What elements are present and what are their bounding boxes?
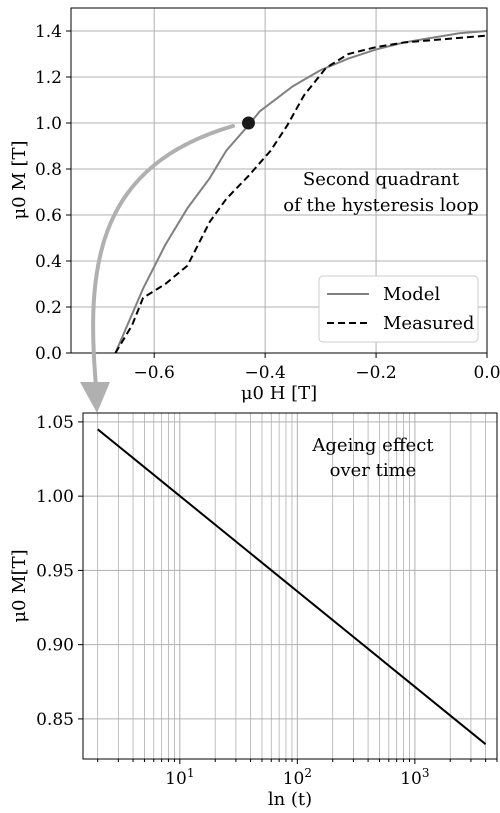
bottom-x-tick-label: 101: [165, 766, 194, 789]
top-y-tick-label: 0.4: [35, 252, 62, 272]
bottom-y-tick-label: 1.00: [36, 487, 74, 507]
bottom-y-axis-label: μ0 M[T]: [9, 549, 30, 622]
bottom-chart: 101 102 103 0.85 0.90 0.95 1.00 1.05 ln (t) μ0…: [9, 412, 498, 810]
bottom-x-ticks: 101 102 103: [97, 759, 498, 789]
top-y-axis-label: μ0 M [T]: [9, 140, 30, 219]
top-x-tick-label: −0.6: [134, 363, 175, 383]
bottom-x-tick-label: 103: [400, 766, 429, 789]
top-x-tick-label: −0.2: [355, 363, 396, 383]
top-chart: −0.6 −0.4 −0.2 0.0 0.0 0.2 0.4 0.6 0.8 1.0 1.2 1.4…: [9, 7, 500, 404]
bottom-annotation-line-2: over time: [330, 460, 417, 481]
series-line-model: [114, 30, 487, 353]
top-x-axis-label: μ0 H [T]: [241, 383, 317, 404]
bottom-annotation: Ageing effect over time: [311, 435, 434, 481]
top-axes-frame: [70, 7, 488, 354]
top-y-tick-label: 1.4: [35, 22, 62, 42]
series-line-measured: [114, 34, 487, 353]
top-annotation: Second quadrant of the hysteresis loop: [283, 169, 478, 216]
top-x-tick-label: 0.0: [473, 363, 500, 383]
top-y-tick-label: 0.6: [35, 206, 62, 226]
marker-point: [241, 116, 255, 130]
legend: Model Measured: [318, 275, 479, 343]
legend-box: [318, 275, 479, 343]
top-y-tick-label: 1.0: [35, 114, 62, 134]
connector-arrow: [80, 124, 235, 413]
top-y-tick-label: 0.2: [35, 298, 62, 318]
bottom-plot-area: [97, 428, 487, 745]
top-y-ticks: 0.0 0.2 0.4 0.6 0.8 1.0 1.2 1.4: [35, 22, 71, 364]
top-plot-area: [114, 30, 487, 353]
bottom-x-axis-label: ln (t): [268, 789, 312, 810]
top-y-tick-label: 0.0: [35, 344, 62, 364]
connector-arrow-shaft: [91, 124, 235, 388]
bottom-y-tick-label: 0.90: [36, 636, 74, 656]
bottom-y-ticks: 0.85 0.90 0.95 1.00 1.05: [36, 413, 83, 730]
series-line-ageing: [97, 428, 487, 745]
legend-label-model: Model: [383, 284, 440, 305]
bottom-axes-frame: [82, 412, 498, 760]
connector-arrow-head: [80, 382, 110, 413]
top-x-ticks: −0.6 −0.4 −0.2 0.0: [134, 353, 500, 383]
legend-label-measured: Measured: [383, 313, 474, 334]
bottom-y-tick-label: 0.85: [36, 710, 74, 730]
top-y-tick-label: 1.2: [35, 68, 62, 88]
bottom-grid: [83, 413, 498, 759]
bottom-x-tick-label: 102: [283, 766, 312, 789]
top-x-tick-label: −0.4: [244, 363, 285, 383]
bottom-y-tick-label: 1.05: [36, 413, 74, 433]
top-annotation-line-2: of the hysteresis loop: [283, 195, 478, 216]
top-annotation-line-1: Second quadrant: [303, 169, 460, 190]
top-y-tick-label: 0.8: [35, 160, 62, 180]
bottom-y-tick-label: 0.95: [36, 561, 74, 581]
bottom-annotation-line-1: Ageing effect: [311, 435, 434, 456]
